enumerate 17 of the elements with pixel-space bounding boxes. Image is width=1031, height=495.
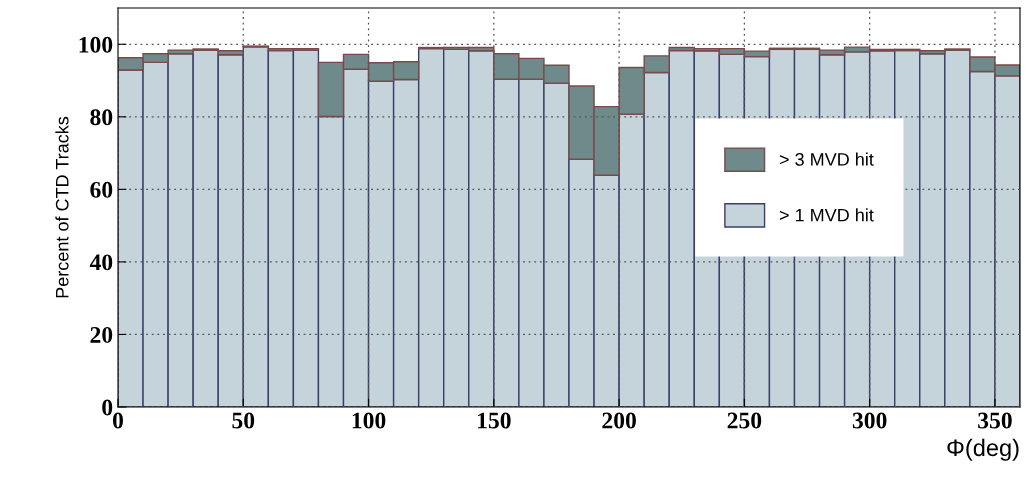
x-tick-label: 50 bbox=[232, 412, 255, 429]
y-tick-label: 20 bbox=[90, 326, 113, 343]
y-tick-label: 100 bbox=[79, 36, 113, 53]
y-tick-label: 80 bbox=[90, 109, 113, 126]
legend-label: > 3 MVD hit bbox=[779, 152, 874, 166]
x-axis-title: Φ(deg) bbox=[947, 438, 1019, 461]
y-axis-title: Percent of CTD Tracks bbox=[55, 116, 69, 298]
x-tick-label: 200 bbox=[602, 412, 636, 429]
legend-label: > 1 MVD hit bbox=[779, 208, 874, 222]
y-tick-label: 40 bbox=[89, 254, 113, 271]
y-tick-label: 0 bbox=[102, 399, 113, 416]
x-tick-label: 100 bbox=[352, 412, 386, 429]
x-tick-label: 350 bbox=[978, 412, 1012, 429]
y-tick-label: 60 bbox=[90, 181, 113, 198]
x-tick-label: 150 bbox=[478, 412, 511, 429]
x-tick-label: 250 bbox=[727, 412, 762, 429]
x-tick-label: 300 bbox=[852, 412, 887, 429]
